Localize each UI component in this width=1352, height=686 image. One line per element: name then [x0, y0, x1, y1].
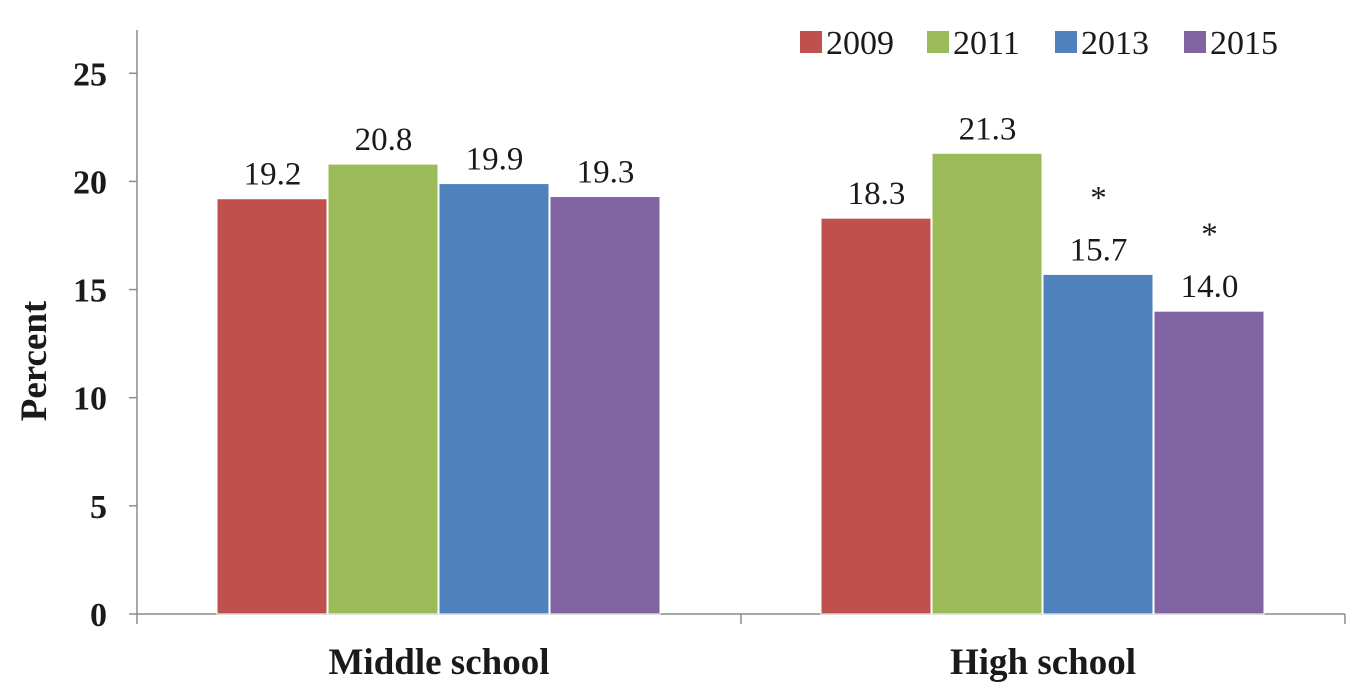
legend-label: 2015: [1210, 25, 1278, 62]
significance-marker: *: [1090, 180, 1107, 216]
data-label: 14.0: [1181, 269, 1239, 305]
x-axis: Middle school High school: [136, 613, 1346, 683]
y-axis-title: Percent: [14, 300, 55, 421]
data-label: 19.3: [577, 155, 635, 191]
data-label: 19.9: [466, 142, 524, 178]
bar: [820, 217, 932, 615]
significance-marker: *: [1201, 217, 1218, 253]
y-tick-label: 10: [73, 381, 107, 418]
x-category-label: High school: [950, 642, 1136, 683]
y-axis: 0 5 10 15 20 25: [73, 30, 138, 634]
data-label: 20.8: [355, 122, 413, 158]
legend-label: 2013: [1081, 25, 1149, 62]
y-tick-label: 20: [73, 164, 107, 201]
legend-label: 2011: [953, 25, 1020, 62]
y-tick-label: 25: [73, 56, 107, 93]
y-tick-label: 5: [90, 489, 107, 526]
bar: [1042, 273, 1154, 615]
bar: [327, 163, 439, 615]
legend-swatch: [1055, 31, 1077, 53]
bar: [549, 196, 661, 615]
data-label: 19.2: [244, 157, 302, 193]
data-label: 21.3: [959, 111, 1017, 147]
x-category-label: Middle school: [329, 642, 550, 683]
legend-swatch: [927, 31, 949, 53]
bars: [216, 152, 1265, 615]
bar: [216, 198, 328, 615]
legend-swatch: [1184, 31, 1206, 53]
legend-label: 2009: [826, 25, 894, 62]
legend: 2009 2011 2013 2015: [800, 25, 1278, 62]
y-tick-label: 0: [90, 597, 107, 634]
bar: [1153, 310, 1265, 615]
bar: [438, 183, 550, 615]
y-tick-label: 15: [73, 273, 107, 310]
data-label: 18.3: [848, 176, 906, 212]
data-label: 15.7: [1070, 232, 1128, 268]
bar: [931, 152, 1043, 615]
data-labels: 19.2 20.8 19.9 19.3 18.3 21.3 15.7 * 14.0 *: [244, 111, 1239, 305]
legend-swatch: [800, 31, 822, 53]
